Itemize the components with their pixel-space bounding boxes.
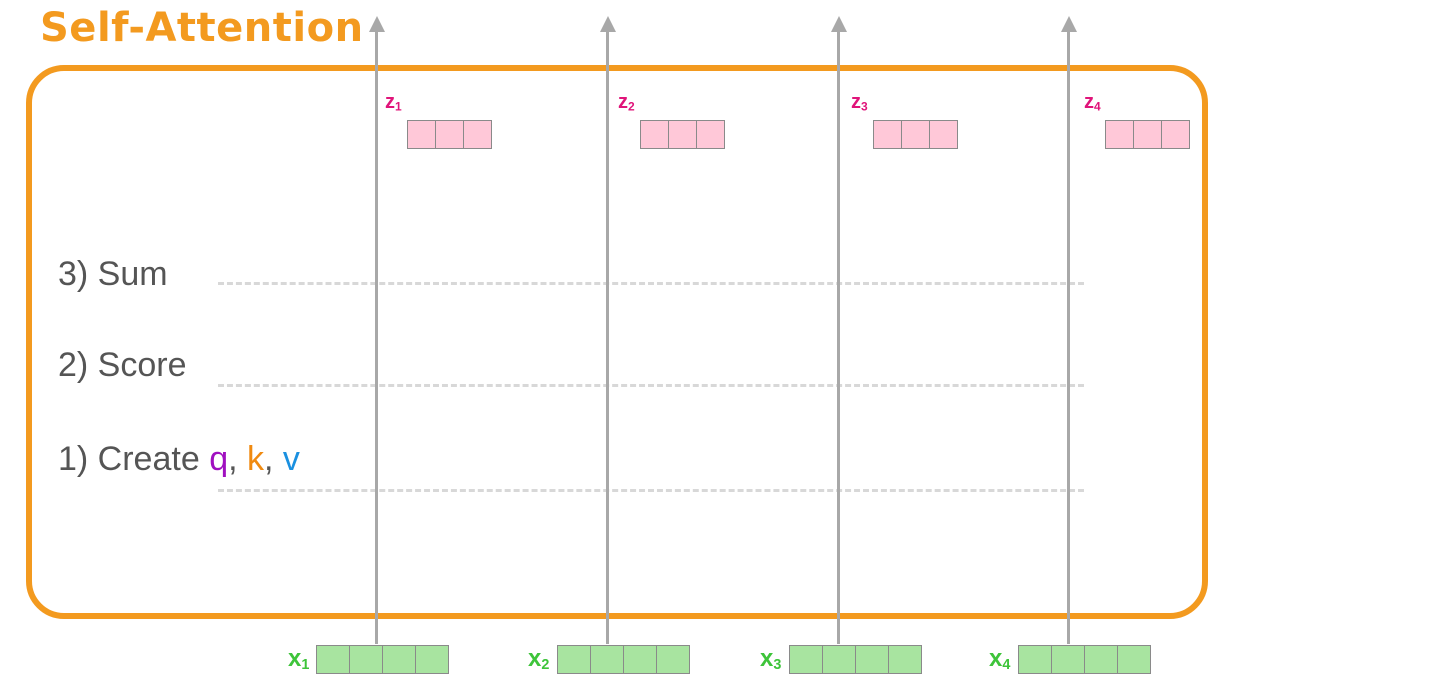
input-label-x2: x2 xyxy=(528,645,550,673)
input-vector-x3 xyxy=(789,645,922,674)
input-vector-x2 xyxy=(557,645,690,674)
sum-divider xyxy=(218,282,1084,285)
comma-2: , xyxy=(264,440,274,478)
v-letter: v xyxy=(282,440,300,478)
flow-arrow-4 xyxy=(1060,16,1077,644)
comma-1: , xyxy=(228,440,238,478)
score-divider xyxy=(218,384,1084,387)
flow-arrow-2 xyxy=(599,16,616,644)
self-attention-frame xyxy=(26,65,1208,619)
output-vector-z2 xyxy=(640,120,725,149)
output-label-z1: z1 xyxy=(385,91,402,114)
output-vector-z3 xyxy=(873,120,958,149)
output-vector-z4 xyxy=(1105,120,1190,149)
flow-arrow-3 xyxy=(830,16,847,644)
step-score-label: 2) Score xyxy=(58,346,187,384)
step-create-label: 1) Create q, k, v xyxy=(58,442,300,476)
output-label-z4: z4 xyxy=(1084,91,1101,114)
k-letter: k xyxy=(247,440,265,478)
input-label-x4: x4 xyxy=(989,645,1011,673)
diagram-title: Self-Attention xyxy=(40,5,364,51)
output-vector-z1 xyxy=(407,120,492,149)
input-vector-x1 xyxy=(316,645,449,674)
flow-arrow-1 xyxy=(368,16,385,644)
q-letter: q xyxy=(209,440,229,478)
step-sum-label: 3) Sum xyxy=(58,255,168,293)
step-create-text: 1) Create xyxy=(58,440,200,478)
input-label-x3: x3 xyxy=(760,645,782,673)
output-label-z3: z3 xyxy=(851,91,868,114)
output-label-z2: z2 xyxy=(618,91,635,114)
create-divider xyxy=(218,489,1084,492)
input-vector-x4 xyxy=(1018,645,1151,674)
input-label-x1: x1 xyxy=(288,645,310,673)
